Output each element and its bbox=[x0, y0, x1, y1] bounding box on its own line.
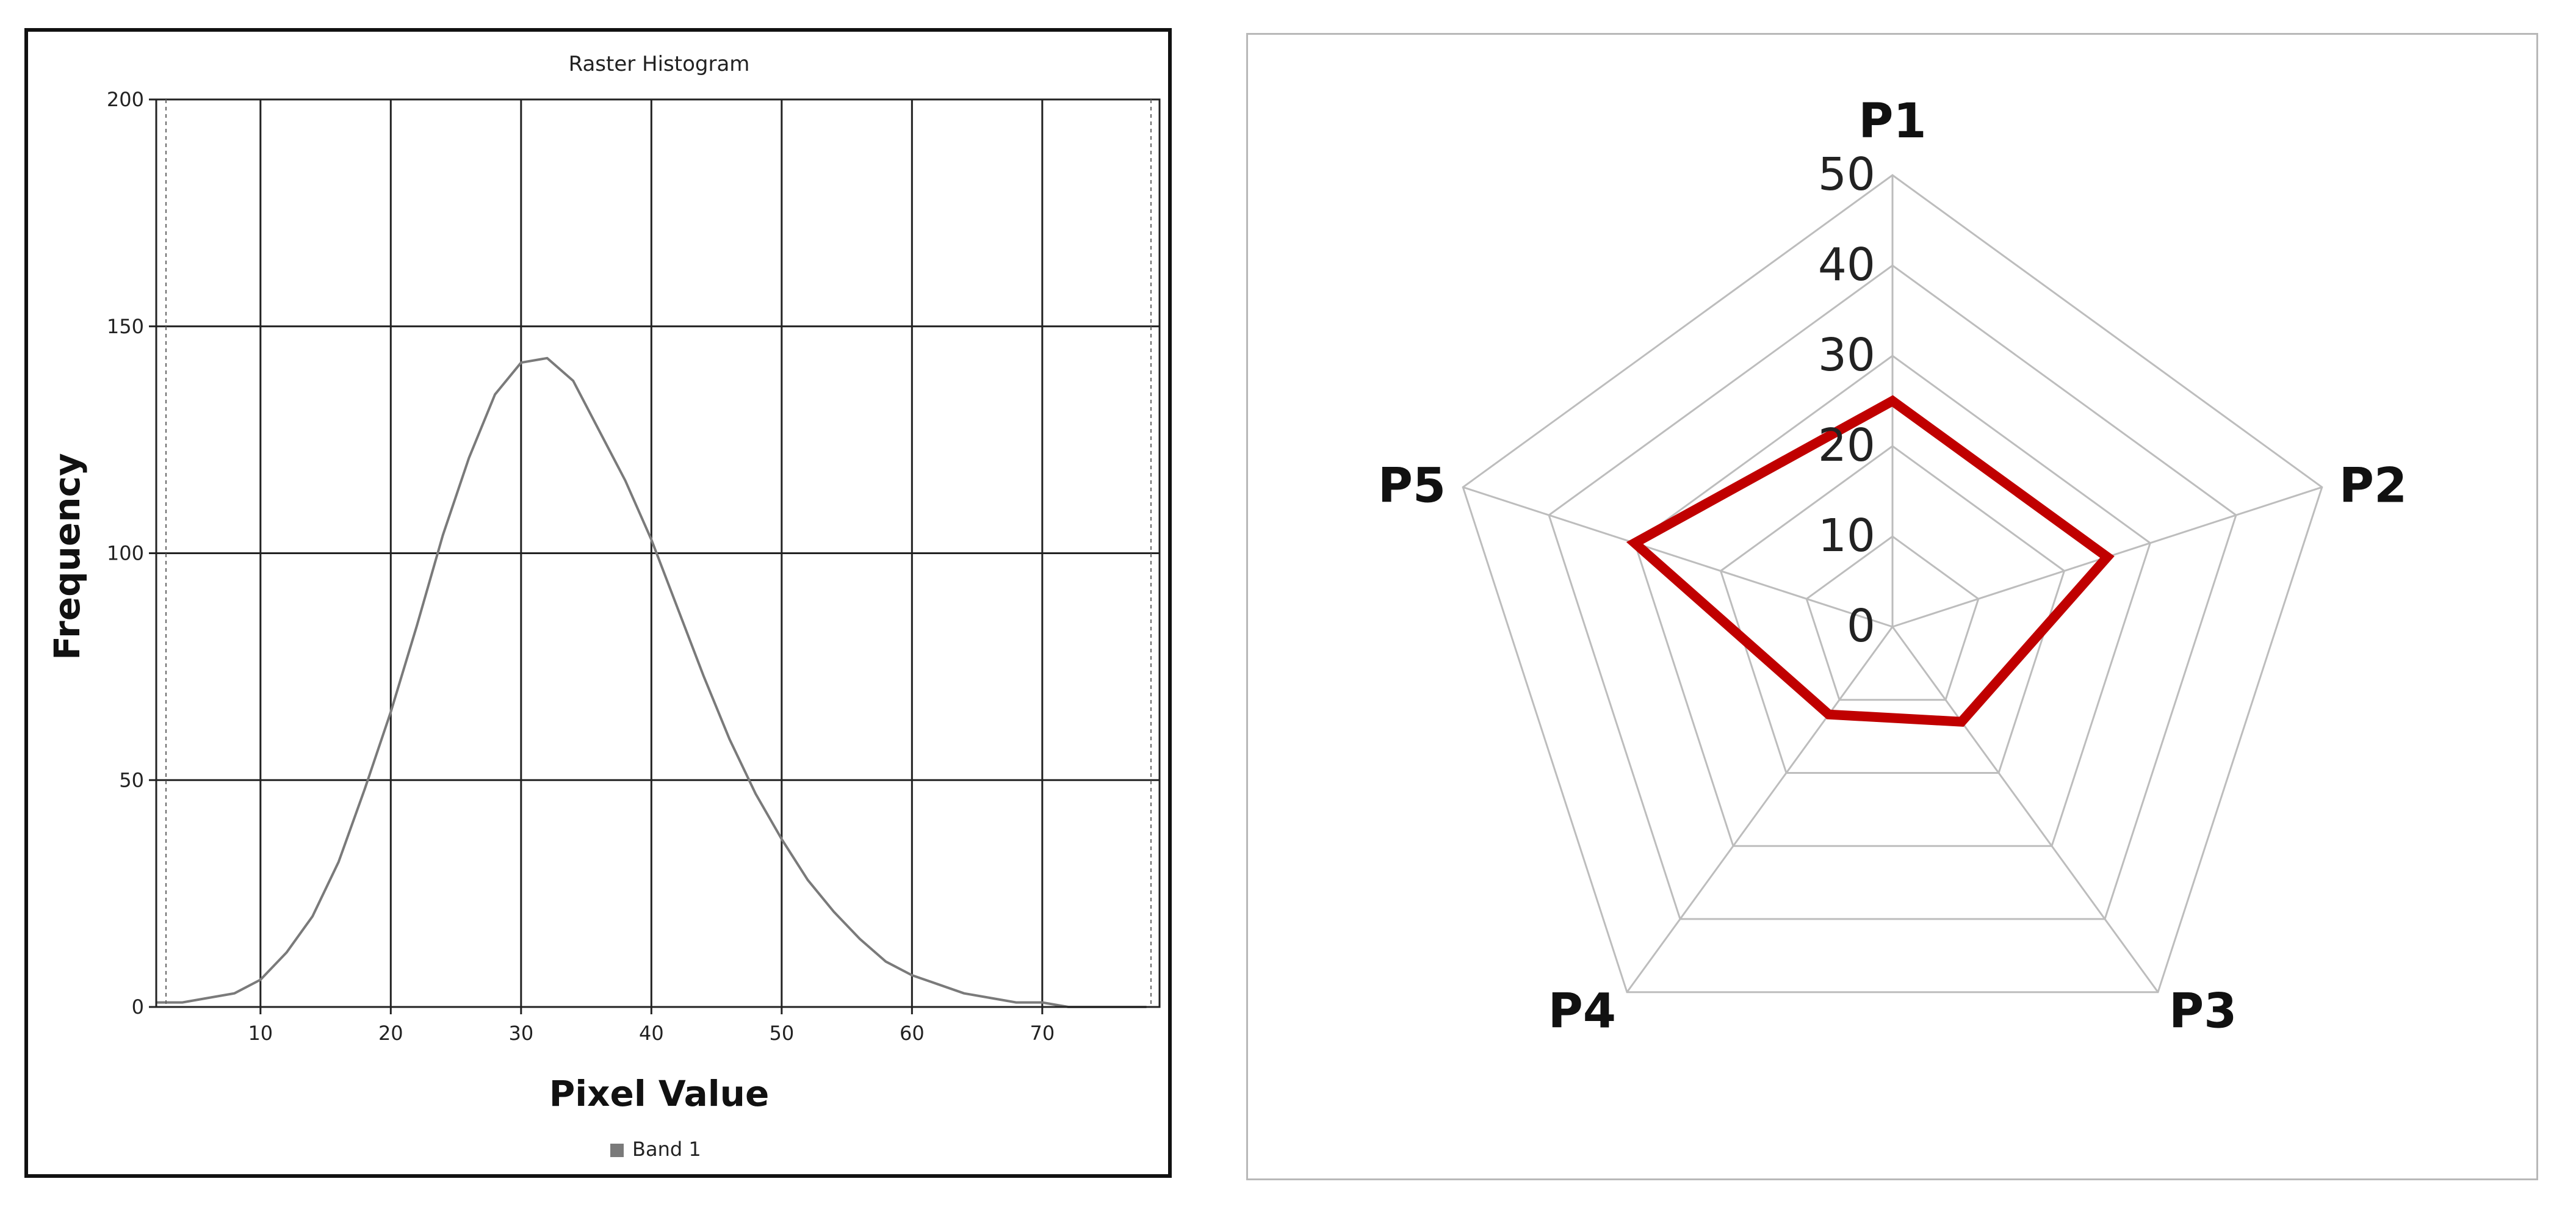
x-tick-label: 50 bbox=[769, 1022, 794, 1045]
radar-chart: 0 10 20 30 40 50 P1 P2 P3 P4 P5 bbox=[1378, 94, 2407, 1039]
legend-swatch bbox=[610, 1144, 624, 1157]
radar-grid-ring bbox=[1548, 264, 2237, 920]
radar-category-p1: P1 bbox=[1858, 94, 1926, 149]
radar-tick-label: 10 bbox=[1818, 510, 1875, 562]
x-tick-label: 60 bbox=[900, 1022, 925, 1045]
radar-tick-label: 30 bbox=[1818, 329, 1875, 381]
radar-spoke bbox=[1891, 626, 2159, 993]
x-tick-label: 10 bbox=[248, 1022, 273, 1045]
radar-grid-ring bbox=[1805, 535, 1980, 701]
series-line-band-1 bbox=[156, 356, 1147, 1008]
x-axis-label: Pixel Value bbox=[549, 1073, 770, 1114]
radar-series-line bbox=[1626, 395, 2115, 727]
histogram-chart: Raster Histogram 10 20 30 40 50 60 70 0 50 100 15… bbox=[46, 52, 1161, 1161]
y-axis-label: Frequency bbox=[46, 453, 88, 660]
radar-tick-label: 40 bbox=[1818, 239, 1875, 291]
y-tick-label: 50 bbox=[119, 768, 144, 792]
radar-tick-label: 50 bbox=[1818, 148, 1875, 201]
radar-category-p4: P4 bbox=[1548, 984, 1616, 1039]
x-tick-label: 20 bbox=[378, 1022, 403, 1045]
y-tick-label: 0 bbox=[132, 995, 144, 1019]
histogram-panel: Raster Histogram 10 20 30 40 50 60 70 0 50 100 15… bbox=[24, 28, 1172, 1178]
radar-spoke bbox=[1462, 486, 1893, 628]
radar-category-p5: P5 bbox=[1378, 458, 1446, 513]
legend-label-band-1: Band 1 bbox=[632, 1138, 701, 1161]
radar-tick-label: 20 bbox=[1818, 419, 1875, 472]
radar-grid-ring bbox=[1633, 355, 2152, 847]
radar-tick-label: 0 bbox=[1847, 600, 1875, 652]
radar-grid-ring bbox=[1462, 174, 2323, 994]
radar-spoke bbox=[1626, 626, 1894, 993]
x-tick-label: 40 bbox=[639, 1022, 664, 1045]
y-tick-label: 150 bbox=[107, 315, 144, 338]
y-tick-label: 100 bbox=[107, 542, 144, 565]
radar-grid-ring bbox=[1719, 445, 2066, 774]
chart-title: Raster Histogram bbox=[569, 52, 750, 76]
y-tick-label: 200 bbox=[107, 88, 144, 111]
legend: Band 1 bbox=[610, 1138, 701, 1161]
radar-panel: 0 10 20 30 40 50 P1 P2 P3 P4 P5 bbox=[1246, 33, 2538, 1180]
radar-category-p3: P3 bbox=[2169, 984, 2237, 1039]
radar-category-p2: P2 bbox=[2339, 458, 2407, 513]
x-tick-label: 30 bbox=[508, 1022, 533, 1045]
x-tick-label: 70 bbox=[1030, 1022, 1055, 1045]
